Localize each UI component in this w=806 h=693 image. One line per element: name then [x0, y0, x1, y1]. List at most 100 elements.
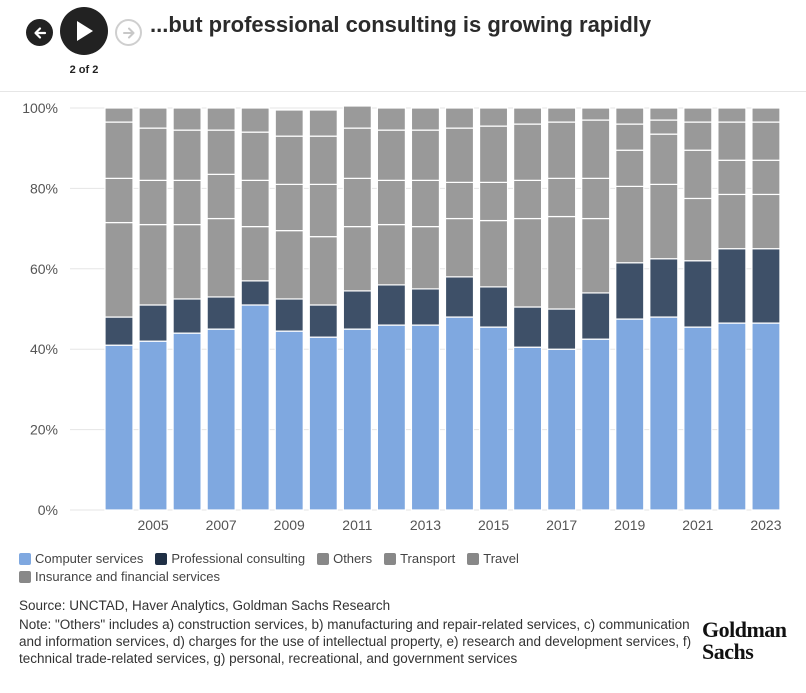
bar-segment-computer-services	[683, 326, 713, 511]
bar-segment-insurance-and-financial-services	[274, 109, 304, 137]
bar-segment-transport	[512, 179, 543, 220]
bar-segment-insurance-and-financial-services	[717, 107, 747, 123]
bar-segment-others	[581, 217, 611, 294]
bar-segment-transport	[615, 149, 645, 187]
bar-segment-insurance-and-financial-services	[444, 107, 475, 129]
x-tick-label: 2013	[410, 517, 441, 533]
goldman-sachs-logo: Goldman Sachs	[702, 619, 787, 663]
bar-segment-computer-services	[547, 348, 577, 511]
bar-segment-transport	[581, 177, 611, 220]
bar-segment-insurance-and-financial-services	[172, 107, 202, 131]
bar-segment-professional-consulting	[240, 280, 270, 306]
bar-segment-travel	[649, 119, 679, 135]
bar-segment-travel	[478, 125, 509, 183]
bar-segment-insurance-and-financial-services	[581, 107, 611, 121]
bar-segment-others	[512, 217, 543, 308]
bar-segment-travel	[581, 119, 611, 179]
bar-segment-transport	[683, 149, 713, 200]
arrow-right-icon	[122, 27, 134, 38]
bar-segment-transport	[308, 183, 338, 238]
bar-segment-others	[410, 225, 441, 290]
x-tick-label: 2011	[342, 517, 372, 533]
bar-segment-transport	[104, 177, 134, 224]
bar-segment-travel	[683, 121, 713, 151]
bar-segment-insurance-and-financial-services	[104, 107, 134, 123]
bar-segment-others	[751, 193, 781, 250]
x-axis: 2005 2007 2009 2011 2013 2015 2017 2019 2021 2023	[137, 517, 781, 533]
bar-segment-travel	[751, 121, 781, 161]
legend-swatch	[19, 571, 31, 583]
legend-swatch	[19, 553, 31, 565]
bar-segment-others	[547, 215, 577, 310]
bar-segment-computer-services	[649, 316, 679, 511]
y-tick-label: 20%	[30, 422, 58, 438]
x-tick-label: 2023	[750, 517, 781, 533]
page-title: ...but professional consulting is growin…	[150, 12, 652, 37]
x-tick-label: 2017	[546, 517, 577, 533]
bar-segment-computer-services	[410, 324, 441, 511]
bar-segment-travel	[172, 129, 202, 181]
bar-segment-professional-consulting	[376, 284, 406, 326]
bar-segment-computer-services	[172, 332, 202, 511]
bar-segment-professional-consulting	[649, 258, 679, 318]
back-button[interactable]	[26, 19, 53, 46]
arrow-left-icon	[33, 26, 46, 39]
bar-segment-professional-consulting	[581, 292, 611, 340]
bar-segment-insurance-and-financial-services	[240, 107, 270, 133]
bar-segment-professional-consulting	[104, 316, 134, 346]
bar-segment-professional-consulting	[410, 288, 441, 326]
bar-segment-others	[240, 225, 270, 282]
y-tick-label: 80%	[30, 180, 58, 196]
bar-segment-computer-services	[751, 322, 781, 511]
bar-segment-others	[717, 193, 747, 250]
source-text: Source: UNCTAD, Haver Analytics, Goldman…	[19, 598, 391, 613]
y-tick-label: 40%	[30, 341, 58, 357]
bar-segment-computer-services	[206, 328, 236, 511]
bar-segment-computer-services	[308, 336, 338, 511]
bar-segment-insurance-and-financial-services	[376, 107, 406, 131]
bar-segment-computer-services	[376, 324, 406, 511]
bar-segment-others	[342, 225, 372, 292]
x-tick-label: 2015	[478, 517, 509, 533]
bar-segment-insurance-and-financial-services	[138, 107, 168, 129]
bar-segment-others	[683, 197, 713, 262]
forward-button[interactable]	[115, 19, 142, 46]
x-tick-label: 2007	[206, 517, 237, 533]
bar-segment-transport	[206, 173, 236, 220]
logo-line-1: Goldman	[702, 617, 787, 642]
bar-segment-professional-consulting	[138, 304, 168, 342]
bar-segment-computer-services	[615, 318, 645, 511]
bar-segment-others	[376, 223, 406, 286]
legend-label: Others	[333, 551, 373, 566]
bar-segment-insurance-and-financial-services	[410, 107, 441, 131]
legend-label: Transport	[400, 551, 456, 566]
legend-item: Computer services	[19, 551, 143, 567]
bar-segment-professional-consulting	[547, 308, 577, 350]
page-counter: 2 of 2	[69, 64, 99, 76]
legend-swatch	[467, 553, 480, 565]
legend-swatch	[317, 553, 330, 565]
y-tick-label: 0%	[38, 502, 58, 518]
bar-segment-others	[649, 183, 679, 260]
bar-segment-professional-consulting	[274, 298, 304, 332]
bar-segment-travel	[444, 127, 475, 183]
legend-label: Professional consulting	[171, 551, 306, 566]
legend-item: Professional consulting	[155, 551, 305, 567]
bar-segment-travel	[547, 121, 577, 179]
play-button[interactable]	[60, 7, 108, 55]
bar-segment-professional-consulting	[172, 298, 202, 334]
bar-segment-transport	[172, 179, 202, 226]
bar-segment-others	[615, 185, 645, 264]
bar-segment-others	[138, 223, 168, 306]
bar-segment-transport	[342, 177, 372, 228]
bars	[104, 105, 781, 511]
stacked-bar-chart: 0%20%40%60%80%100% 2005 2007 2009 2011 2013 2…	[22, 100, 782, 533]
bar-segment-computer-services	[104, 344, 134, 511]
bar-segment-travel	[138, 127, 168, 181]
bar-segment-travel	[104, 121, 134, 179]
bar-segment-travel	[512, 123, 543, 181]
bar-segment-travel	[274, 135, 304, 185]
bar-segment-insurance-and-financial-services	[512, 107, 543, 125]
bar-segment-transport	[478, 181, 509, 222]
bar-segment-travel	[717, 121, 747, 161]
